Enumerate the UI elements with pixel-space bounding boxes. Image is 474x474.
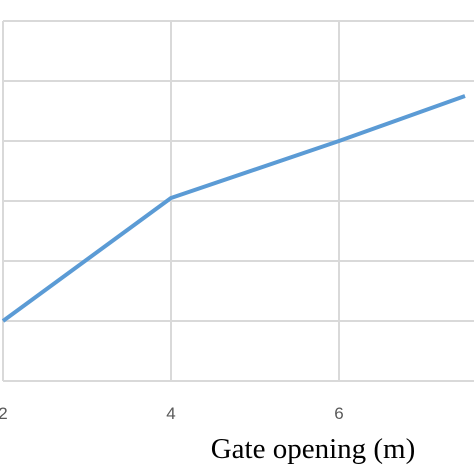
series-line [1,94,466,323]
grid [2,20,474,382]
x-tick-labels: 2 4 6 [0,404,344,423]
x-axis-title: Gate opening (m) [211,433,416,465]
series-layer [1,94,466,323]
x-tick-label: 2 [0,404,8,423]
x-tick-label: 6 [334,404,343,423]
x-tick-label: 4 [166,404,175,423]
